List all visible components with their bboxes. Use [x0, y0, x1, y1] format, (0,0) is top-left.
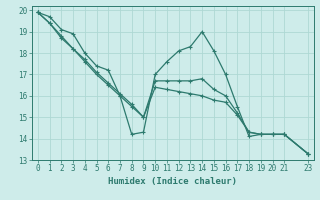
X-axis label: Humidex (Indice chaleur): Humidex (Indice chaleur): [108, 177, 237, 186]
